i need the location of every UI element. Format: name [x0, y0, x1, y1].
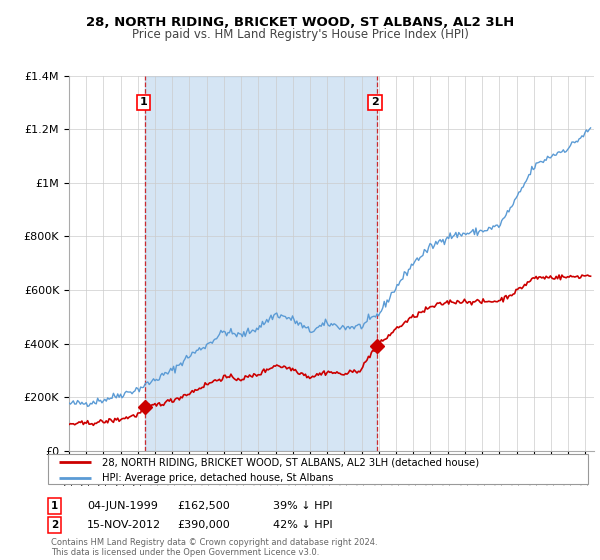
Text: 2: 2 [371, 97, 379, 108]
Text: 04-JUN-1999: 04-JUN-1999 [87, 501, 158, 511]
Bar [145, 76, 377, 451]
Text: 28, NORTH RIDING, BRICKET WOOD, ST ALBANS, AL2 3LH (detached house): 28, NORTH RIDING, BRICKET WOOD, ST ALBAN… [102, 457, 479, 467]
Text: 15-NOV-2012: 15-NOV-2012 [87, 520, 161, 530]
Text: Contains HM Land Registry data © Crown copyright and database right 2024.
This d: Contains HM Land Registry data © Crown c… [51, 538, 377, 557]
Text: £162,500: £162,500 [177, 501, 230, 511]
Text: 2: 2 [51, 520, 58, 530]
Text: HPI: Average price, detached house, St Albans: HPI: Average price, detached house, St A… [102, 473, 334, 483]
Text: Price paid vs. HM Land Registry's House Price Index (HPI): Price paid vs. HM Land Registry's House … [131, 28, 469, 41]
Text: £390,000: £390,000 [177, 520, 230, 530]
Text: 1: 1 [51, 501, 58, 511]
Text: 39% ↓ HPI: 39% ↓ HPI [273, 501, 332, 511]
Text: 1: 1 [140, 97, 148, 108]
Text: 42% ↓ HPI: 42% ↓ HPI [273, 520, 332, 530]
Text: 28, NORTH RIDING, BRICKET WOOD, ST ALBANS, AL2 3LH: 28, NORTH RIDING, BRICKET WOOD, ST ALBAN… [86, 16, 514, 29]
FancyBboxPatch shape [48, 454, 588, 484]
